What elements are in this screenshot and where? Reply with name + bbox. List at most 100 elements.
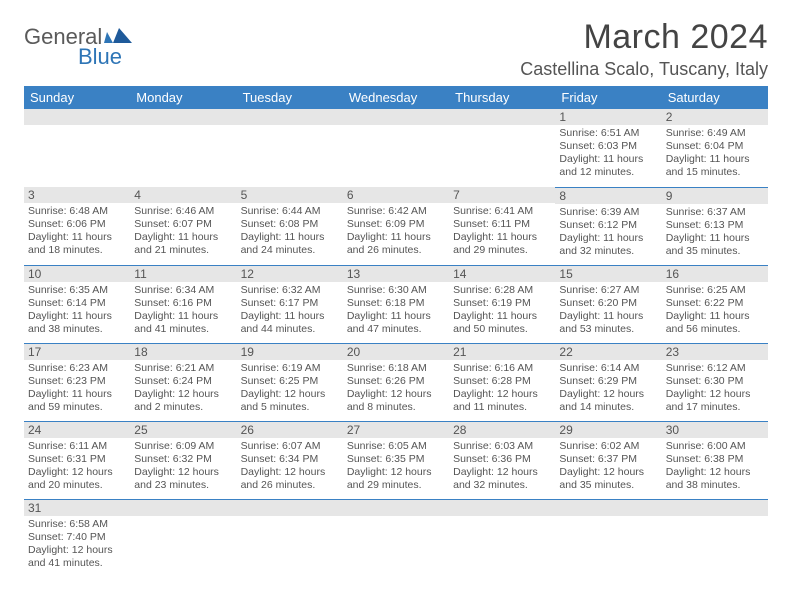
calendar-day-cell: 20Sunrise: 6:18 AMSunset: 6:26 PMDayligh…	[343, 343, 449, 421]
day-number-empty	[237, 109, 343, 125]
daylight-line: Daylight: 11 hours and 18 minutes.	[28, 231, 126, 257]
sunrise-line: Sunrise: 6:27 AM	[559, 284, 657, 297]
calendar-day-cell	[343, 109, 449, 187]
day-number-empty	[343, 500, 449, 516]
calendar-day-cell	[130, 499, 236, 577]
sunset-line: Sunset: 6:36 PM	[453, 453, 551, 466]
sunrise-line: Sunrise: 6:09 AM	[134, 440, 232, 453]
day-number: 16	[662, 266, 768, 282]
day-number: 1	[555, 109, 661, 125]
sunset-line: Sunset: 6:30 PM	[666, 375, 764, 388]
calendar-day-cell: 15Sunrise: 6:27 AMSunset: 6:20 PMDayligh…	[555, 265, 661, 343]
sunrise-line: Sunrise: 6:28 AM	[453, 284, 551, 297]
month-title: March 2024	[520, 18, 768, 57]
sunrise-line: Sunrise: 6:18 AM	[347, 362, 445, 375]
sunset-line: Sunset: 6:25 PM	[241, 375, 339, 388]
calendar-day-cell: 2Sunrise: 6:49 AMSunset: 6:04 PMDaylight…	[662, 109, 768, 187]
calendar-day-cell: 12Sunrise: 6:32 AMSunset: 6:17 PMDayligh…	[237, 265, 343, 343]
day-number: 29	[555, 422, 661, 438]
daylight-line: Daylight: 11 hours and 32 minutes.	[559, 232, 657, 258]
sunrise-line: Sunrise: 6:58 AM	[28, 518, 126, 531]
calendar-day-cell: 8Sunrise: 6:39 AMSunset: 6:12 PMDaylight…	[555, 187, 661, 265]
sunrise-line: Sunrise: 6:11 AM	[28, 440, 126, 453]
calendar-day-cell: 31Sunrise: 6:58 AMSunset: 7:40 PMDayligh…	[24, 499, 130, 577]
daylight-line: Daylight: 11 hours and 29 minutes.	[453, 231, 551, 257]
day-number: 25	[130, 422, 236, 438]
day-number: 10	[24, 266, 130, 282]
daylight-line: Daylight: 12 hours and 5 minutes.	[241, 388, 339, 414]
day-number-empty	[130, 500, 236, 516]
day-number-empty	[237, 500, 343, 516]
sunrise-line: Sunrise: 6:34 AM	[134, 284, 232, 297]
sunrise-line: Sunrise: 6:02 AM	[559, 440, 657, 453]
daylight-line: Daylight: 12 hours and 11 minutes.	[453, 388, 551, 414]
calendar-day-cell: 29Sunrise: 6:02 AMSunset: 6:37 PMDayligh…	[555, 421, 661, 499]
day-number: 27	[343, 422, 449, 438]
day-number: 23	[662, 344, 768, 360]
day-number: 20	[343, 344, 449, 360]
day-number-empty	[555, 500, 661, 516]
day-number: 24	[24, 422, 130, 438]
weekday-header: Monday	[130, 86, 236, 109]
calendar-day-cell: 30Sunrise: 6:00 AMSunset: 6:38 PMDayligh…	[662, 421, 768, 499]
sunrise-line: Sunrise: 6:48 AM	[28, 205, 126, 218]
sunrise-line: Sunrise: 6:14 AM	[559, 362, 657, 375]
sunrise-line: Sunrise: 6:00 AM	[666, 440, 764, 453]
daylight-line: Daylight: 12 hours and 14 minutes.	[559, 388, 657, 414]
calendar-day-cell: 9Sunrise: 6:37 AMSunset: 6:13 PMDaylight…	[662, 187, 768, 265]
calendar-day-cell: 6Sunrise: 6:42 AMSunset: 6:09 PMDaylight…	[343, 187, 449, 265]
calendar-day-cell: 5Sunrise: 6:44 AMSunset: 6:08 PMDaylight…	[237, 187, 343, 265]
sunset-line: Sunset: 6:18 PM	[347, 297, 445, 310]
sunset-line: Sunset: 6:38 PM	[666, 453, 764, 466]
calendar-day-cell: 19Sunrise: 6:19 AMSunset: 6:25 PMDayligh…	[237, 343, 343, 421]
daylight-line: Daylight: 12 hours and 41 minutes.	[28, 544, 126, 570]
sunset-line: Sunset: 6:23 PM	[28, 375, 126, 388]
daylight-line: Daylight: 11 hours and 35 minutes.	[666, 232, 764, 258]
calendar-day-cell	[237, 109, 343, 187]
weekday-header: Saturday	[662, 86, 768, 109]
day-number: 31	[24, 500, 130, 516]
day-number: 8	[555, 188, 661, 204]
day-number: 22	[555, 344, 661, 360]
calendar-week-row: 31Sunrise: 6:58 AMSunset: 7:40 PMDayligh…	[24, 499, 768, 577]
calendar-day-cell: 22Sunrise: 6:14 AMSunset: 6:29 PMDayligh…	[555, 343, 661, 421]
calendar-day-cell: 3Sunrise: 6:48 AMSunset: 6:06 PMDaylight…	[24, 187, 130, 265]
sunset-line: Sunset: 6:13 PM	[666, 219, 764, 232]
sunrise-line: Sunrise: 6:07 AM	[241, 440, 339, 453]
day-number: 4	[130, 187, 236, 203]
day-number: 9	[662, 188, 768, 204]
day-number: 21	[449, 344, 555, 360]
sunrise-line: Sunrise: 6:23 AM	[28, 362, 126, 375]
daylight-line: Daylight: 11 hours and 50 minutes.	[453, 310, 551, 336]
daylight-line: Daylight: 11 hours and 59 minutes.	[28, 388, 126, 414]
calendar-day-cell	[237, 499, 343, 577]
sunrise-line: Sunrise: 6:21 AM	[134, 362, 232, 375]
daylight-line: Daylight: 11 hours and 38 minutes.	[28, 310, 126, 336]
day-number: 7	[449, 187, 555, 203]
sunrise-line: Sunrise: 6:42 AM	[347, 205, 445, 218]
daylight-line: Daylight: 12 hours and 35 minutes.	[559, 466, 657, 492]
calendar-week-row: 24Sunrise: 6:11 AMSunset: 6:31 PMDayligh…	[24, 421, 768, 499]
calendar-day-cell: 7Sunrise: 6:41 AMSunset: 6:11 PMDaylight…	[449, 187, 555, 265]
calendar-week-row: 10Sunrise: 6:35 AMSunset: 6:14 PMDayligh…	[24, 265, 768, 343]
day-number-empty	[24, 109, 130, 125]
calendar-day-cell: 11Sunrise: 6:34 AMSunset: 6:16 PMDayligh…	[130, 265, 236, 343]
day-number: 2	[662, 109, 768, 125]
sunset-line: Sunset: 6:09 PM	[347, 218, 445, 231]
calendar-day-cell: 27Sunrise: 6:05 AMSunset: 6:35 PMDayligh…	[343, 421, 449, 499]
calendar-day-cell	[130, 109, 236, 187]
weekday-header: Thursday	[449, 86, 555, 109]
sunset-line: Sunset: 6:34 PM	[241, 453, 339, 466]
sunset-line: Sunset: 6:20 PM	[559, 297, 657, 310]
calendar-day-cell: 18Sunrise: 6:21 AMSunset: 6:24 PMDayligh…	[130, 343, 236, 421]
calendar-day-cell: 24Sunrise: 6:11 AMSunset: 6:31 PMDayligh…	[24, 421, 130, 499]
day-number: 12	[237, 266, 343, 282]
daylight-line: Daylight: 11 hours and 41 minutes.	[134, 310, 232, 336]
weekday-header: Wednesday	[343, 86, 449, 109]
sunrise-line: Sunrise: 6:41 AM	[453, 205, 551, 218]
title-block: March 2024 Castellina Scalo, Tuscany, It…	[520, 18, 768, 80]
day-number: 28	[449, 422, 555, 438]
sunset-line: Sunset: 6:17 PM	[241, 297, 339, 310]
calendar-day-cell: 14Sunrise: 6:28 AMSunset: 6:19 PMDayligh…	[449, 265, 555, 343]
day-number: 13	[343, 266, 449, 282]
